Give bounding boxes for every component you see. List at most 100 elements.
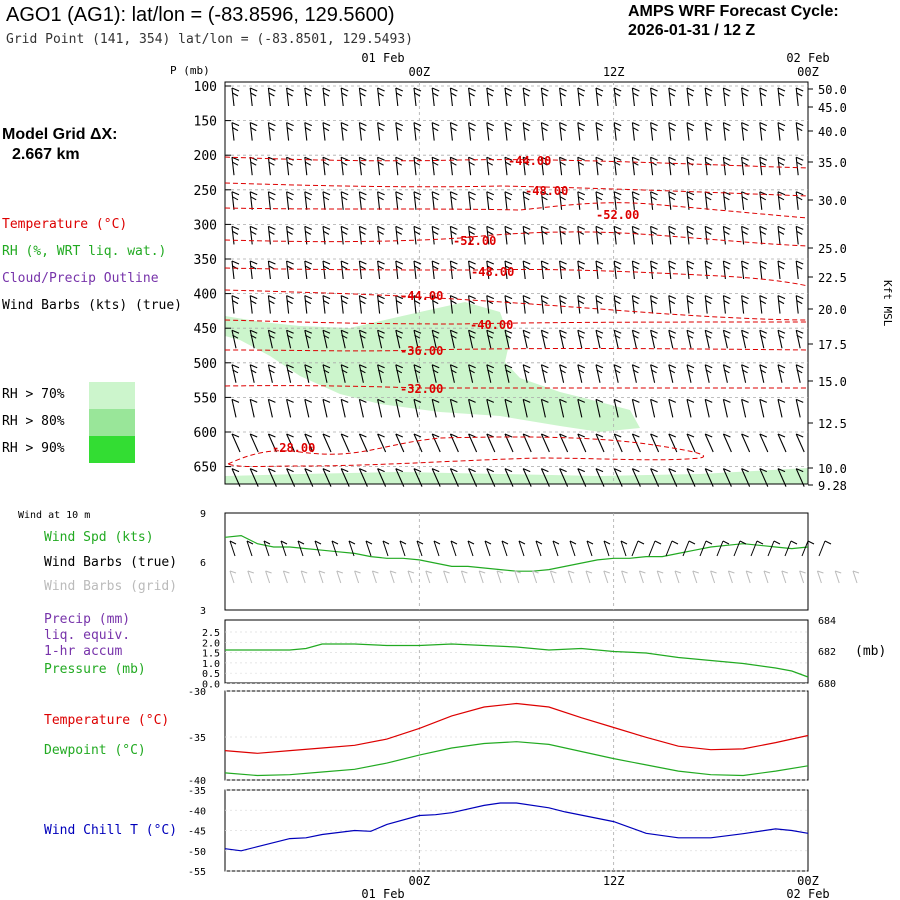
- barb-flag: [668, 87, 677, 92]
- barb-staff: [249, 468, 259, 487]
- barb-flag: [395, 433, 404, 438]
- barb-flag: [286, 161, 293, 166]
- barb-flag: [305, 265, 312, 270]
- barb-flag: [340, 295, 349, 300]
- temperature-contour: [224, 267, 809, 287]
- barb-flag: [595, 468, 604, 473]
- surface-wind-barb: [569, 540, 576, 557]
- wind-barb: [267, 191, 276, 210]
- barb-flag: [268, 122, 276, 127]
- temperature-contour-label: -40.00: [470, 318, 513, 332]
- wind-barbs-grid-label: Wind Barbs (grid): [44, 579, 178, 594]
- barb-flag: [286, 196, 293, 201]
- barb-staff: [686, 399, 692, 418]
- barb-flag: [468, 329, 476, 334]
- wind-chill-tick-label: -55: [188, 867, 206, 878]
- wind-chill-tick-label: -40: [188, 806, 206, 817]
- barb-flag: [613, 295, 622, 300]
- barb-staff: [540, 399, 546, 418]
- barb-flag: [741, 230, 748, 235]
- pressure-tick-label: 300: [194, 218, 217, 233]
- barb-staff: [759, 87, 763, 107]
- barb-flag: [268, 196, 275, 201]
- barb-flag: [432, 369, 439, 374]
- surface-wind-barb: [552, 540, 559, 557]
- barb-flag: [614, 265, 621, 270]
- barb-staff: [559, 122, 563, 141]
- barb-flag: [414, 300, 421, 305]
- wind-barb: [722, 225, 731, 245]
- barb-flag: [431, 191, 440, 196]
- barb-staff: [650, 433, 660, 453]
- legend-wind-barbs: Wind Barbs (kts) (true): [2, 298, 183, 313]
- height-tick-label: 50.0: [818, 83, 847, 97]
- surface-grid-barb-flag: [336, 570, 343, 574]
- barb-staff: [777, 260, 781, 280]
- barb-flag: [250, 127, 257, 132]
- surface-wind-barb-flag: [450, 540, 458, 545]
- wind-barb: [631, 225, 640, 245]
- barb-flag: [304, 260, 313, 265]
- barb-flag: [395, 191, 404, 196]
- wind-barb: [686, 225, 695, 245]
- barb-flag: [249, 364, 258, 369]
- barb-flag: [669, 369, 676, 374]
- temperature-contour-label: -52.00: [453, 234, 496, 248]
- wind-barb: [759, 398, 768, 418]
- barb-staff: [668, 260, 672, 280]
- wind-barb: [340, 329, 349, 349]
- surface-wind-barb: [818, 540, 826, 557]
- barb-flag: [541, 87, 549, 92]
- cycle-value: 2026-01-31 / 12 Z: [628, 22, 756, 39]
- barb-flag: [250, 369, 257, 374]
- barb-flag: [687, 127, 694, 132]
- barb-flag: [413, 433, 422, 438]
- barb-staff: [486, 122, 490, 141]
- barb-flag: [704, 156, 713, 161]
- barb-flag: [632, 260, 640, 265]
- barb-flag: [377, 127, 384, 132]
- precip-accum-label: 1-hr accum: [44, 644, 123, 659]
- barb-flag: [505, 196, 512, 201]
- barb-flag: [486, 191, 495, 196]
- barb-staff: [340, 468, 350, 487]
- temperature-contour: [224, 156, 809, 169]
- surface-grid-barb: [282, 570, 288, 584]
- barb-flag: [305, 127, 312, 132]
- barb-flag: [632, 191, 640, 196]
- wind-barb: [431, 225, 440, 245]
- barb-staff: [486, 295, 490, 314]
- barb-flag: [322, 398, 331, 403]
- surface-wind-barb-flag: [569, 540, 577, 545]
- wind-barb: [668, 156, 677, 176]
- barb-flag: [650, 92, 657, 97]
- barb-flag: [613, 329, 622, 334]
- wind-barb: [304, 87, 313, 107]
- barb-staff: [504, 226, 508, 245]
- legend-rh80: RH > 80%: [2, 414, 65, 429]
- barb-staff: [231, 364, 237, 383]
- barb-flag: [796, 300, 803, 305]
- barb-staff: [340, 330, 346, 349]
- barb-flag: [669, 230, 676, 235]
- wind-barb: [486, 329, 495, 349]
- wind-barb: [522, 295, 531, 314]
- surface-grid-barb-flag: [390, 570, 397, 574]
- barb-staff: [322, 364, 328, 383]
- barb-flag: [359, 87, 367, 92]
- barb-staff: [413, 191, 417, 210]
- wind-panel-frame: [224, 512, 809, 611]
- wind-barb: [249, 398, 258, 418]
- precip-tick-label: 0.0: [202, 680, 220, 691]
- surface-grid-barb: [336, 570, 342, 584]
- wind-barb: [504, 156, 513, 176]
- barb-staff: [577, 157, 581, 176]
- wind-barb: [613, 260, 622, 280]
- barb-flag: [268, 433, 276, 438]
- surface-wind-barb-flag: [433, 540, 441, 545]
- barb-staff: [540, 295, 544, 314]
- barb-staff: [650, 191, 654, 210]
- barb-flag: [450, 230, 457, 235]
- barb-flag: [632, 265, 639, 270]
- barb-staff: [631, 330, 637, 349]
